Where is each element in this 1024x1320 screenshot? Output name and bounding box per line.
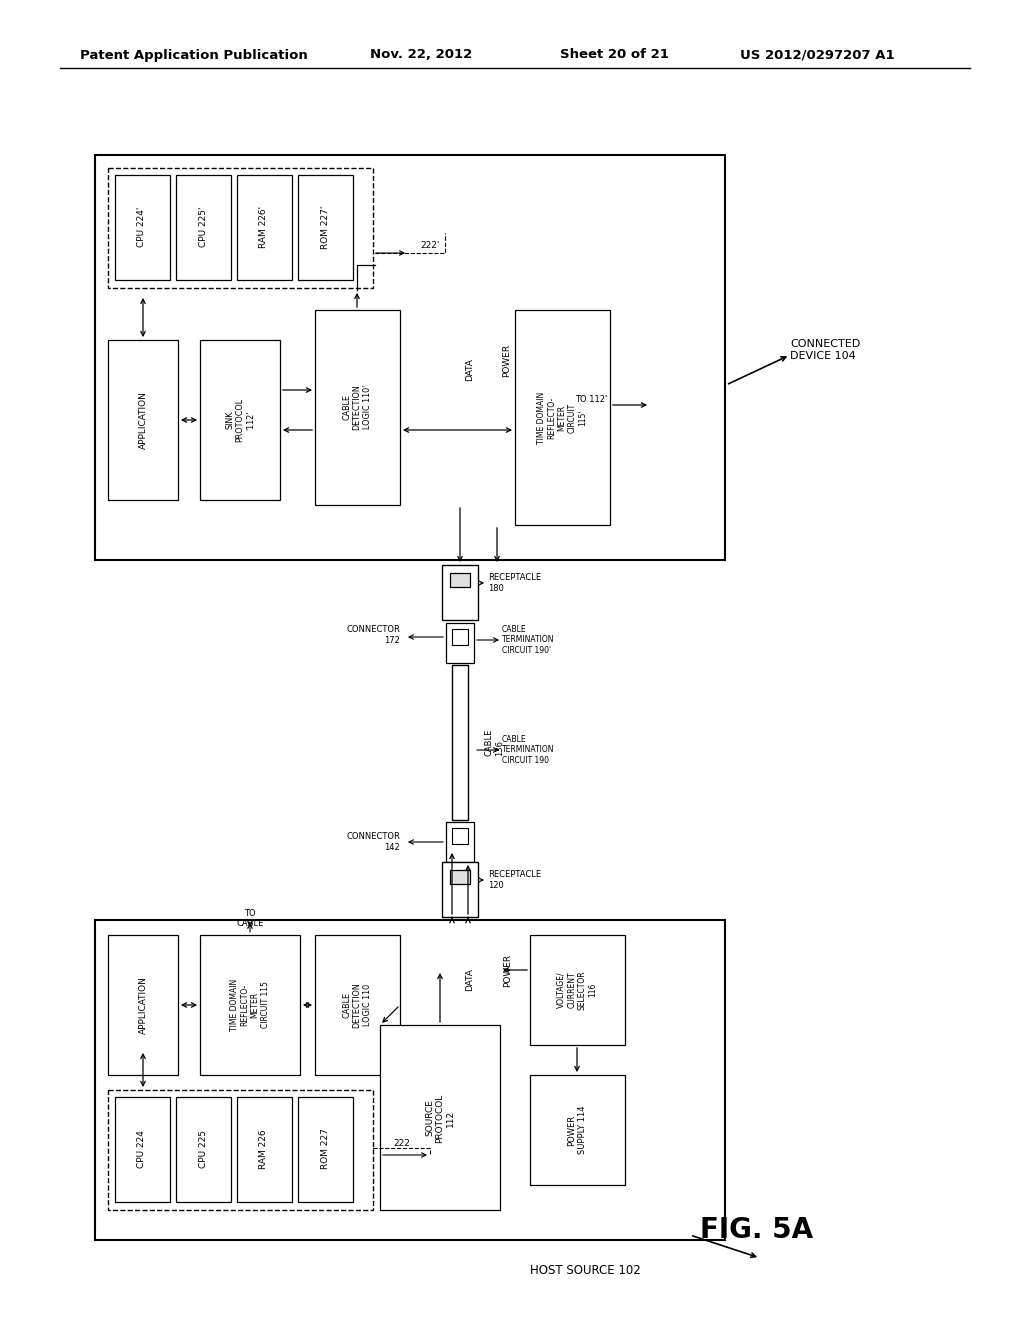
Text: CONNECTOR
172: CONNECTOR 172 bbox=[346, 626, 400, 644]
Bar bbox=[442, 565, 478, 620]
Text: HOST SOURCE 102: HOST SOURCE 102 bbox=[530, 1263, 641, 1276]
Bar bbox=[237, 176, 292, 280]
Bar bbox=[452, 630, 468, 645]
Bar bbox=[237, 1097, 292, 1203]
Text: APPLICATION: APPLICATION bbox=[138, 975, 147, 1034]
Bar bbox=[315, 310, 400, 506]
Text: RECEPTACLE
120: RECEPTACLE 120 bbox=[488, 870, 541, 890]
Text: CONNECTED
DEVICE 104: CONNECTED DEVICE 104 bbox=[790, 339, 860, 360]
Text: CPU 225': CPU 225' bbox=[199, 207, 208, 247]
Text: TO 112': TO 112' bbox=[575, 396, 607, 404]
Bar bbox=[200, 341, 280, 500]
Text: Nov. 22, 2012: Nov. 22, 2012 bbox=[370, 49, 472, 62]
Text: POWER
SUPPLY 114: POWER SUPPLY 114 bbox=[567, 1106, 587, 1154]
Text: SINK
PROTOCOL
'112': SINK PROTOCOL '112' bbox=[225, 397, 255, 442]
Text: 222: 222 bbox=[393, 1138, 411, 1147]
Text: CABLE
DETECTION
LOGIC 110': CABLE DETECTION LOGIC 110' bbox=[342, 384, 372, 430]
Bar bbox=[450, 870, 470, 884]
Bar bbox=[530, 935, 625, 1045]
Text: 222': 222' bbox=[420, 240, 439, 249]
Bar bbox=[108, 1090, 373, 1210]
Bar bbox=[95, 154, 725, 560]
Text: SOURCE
PROTOCOL
112: SOURCE PROTOCOL 112 bbox=[425, 1093, 455, 1143]
Text: CPU 224: CPU 224 bbox=[137, 1130, 146, 1168]
Text: VOLTAGE/
CURRENT
SELECTOR
116: VOLTAGE/ CURRENT SELECTOR 116 bbox=[557, 970, 597, 1010]
Bar bbox=[95, 920, 725, 1239]
Text: CONNECTOR
142: CONNECTOR 142 bbox=[346, 833, 400, 851]
Text: TIME DOMAIN
REFLECTO-
METER
CIRCUIT
115': TIME DOMAIN REFLECTO- METER CIRCUIT 115' bbox=[537, 392, 588, 444]
Bar bbox=[450, 573, 470, 587]
Text: ROM 227': ROM 227' bbox=[321, 206, 330, 248]
Bar bbox=[452, 828, 468, 843]
Text: ROM 227: ROM 227 bbox=[321, 1129, 330, 1170]
Bar bbox=[176, 1097, 231, 1203]
Text: RAM 226: RAM 226 bbox=[259, 1129, 268, 1168]
Text: Sheet 20 of 21: Sheet 20 of 21 bbox=[560, 49, 669, 62]
Text: TO
CABLE: TO CABLE bbox=[237, 908, 264, 928]
Text: CABLE
136: CABLE 136 bbox=[485, 729, 505, 755]
Text: CABLE
TERMINATION
CIRCUIT 190: CABLE TERMINATION CIRCUIT 190 bbox=[502, 735, 555, 764]
Text: DATA: DATA bbox=[466, 969, 474, 991]
Text: RECEPTACLE
180: RECEPTACLE 180 bbox=[488, 573, 541, 593]
Bar bbox=[446, 822, 474, 862]
Text: RAM 226': RAM 226' bbox=[259, 206, 268, 248]
Text: CPU 225: CPU 225 bbox=[199, 1130, 208, 1168]
Text: POWER: POWER bbox=[503, 343, 512, 376]
Text: FIG. 5A: FIG. 5A bbox=[700, 1216, 813, 1243]
Bar bbox=[452, 665, 468, 820]
Text: TIME DOMAIN
REFLECTO-
METER
CIRCUIT 115: TIME DOMAIN REFLECTO- METER CIRCUIT 115 bbox=[230, 979, 270, 1031]
Bar bbox=[200, 935, 300, 1074]
Bar bbox=[315, 935, 400, 1074]
Bar bbox=[115, 1097, 170, 1203]
Bar bbox=[442, 862, 478, 917]
Bar bbox=[115, 176, 170, 280]
Text: POWER: POWER bbox=[504, 953, 512, 986]
Bar bbox=[446, 623, 474, 663]
Bar bbox=[298, 1097, 353, 1203]
Bar bbox=[515, 310, 610, 525]
Bar bbox=[108, 168, 373, 288]
Text: CABLE
DETECTION
LOGIC 110: CABLE DETECTION LOGIC 110 bbox=[342, 982, 372, 1028]
Text: CABLE
TERMINATION
CIRCUIT 190': CABLE TERMINATION CIRCUIT 190' bbox=[502, 626, 555, 655]
Bar bbox=[176, 176, 231, 280]
Bar bbox=[108, 341, 178, 500]
Text: Patent Application Publication: Patent Application Publication bbox=[80, 49, 308, 62]
Bar bbox=[108, 935, 178, 1074]
Text: DATA: DATA bbox=[466, 359, 474, 381]
Text: CPU 224': CPU 224' bbox=[137, 207, 146, 247]
Bar bbox=[298, 176, 353, 280]
Text: APPLICATION: APPLICATION bbox=[138, 391, 147, 449]
Text: US 2012/0297207 A1: US 2012/0297207 A1 bbox=[740, 49, 895, 62]
Bar bbox=[530, 1074, 625, 1185]
Bar bbox=[380, 1026, 500, 1210]
